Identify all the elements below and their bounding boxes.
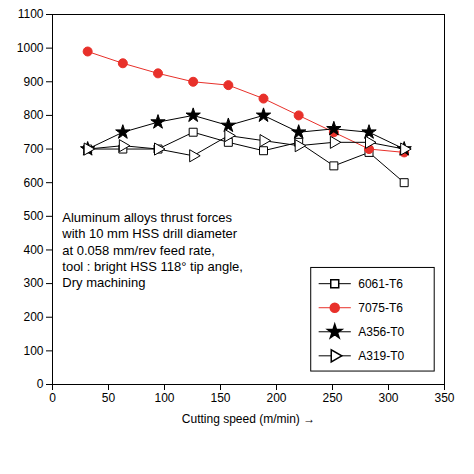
svg-text:300: 300 bbox=[23, 276, 43, 290]
svg-text:Aluminum alloys thrust forcesw: Aluminum alloys thrust forceswith 10 mm … bbox=[61, 210, 243, 290]
svg-text:400: 400 bbox=[23, 243, 43, 257]
svg-text:0: 0 bbox=[49, 391, 56, 405]
svg-text:1100: 1100 bbox=[18, 7, 44, 21]
svg-text:200: 200 bbox=[266, 391, 286, 405]
svg-text:100: 100 bbox=[23, 344, 43, 358]
svg-text:A319-T0: A319-T0 bbox=[358, 349, 404, 363]
svg-text:900: 900 bbox=[23, 75, 43, 89]
svg-text:500: 500 bbox=[23, 209, 43, 223]
svg-text:800: 800 bbox=[23, 108, 43, 122]
svg-text:150: 150 bbox=[210, 391, 230, 405]
svg-text:1000: 1000 bbox=[17, 41, 44, 55]
svg-text:Cutting speed (m/min) →: Cutting speed (m/min) → bbox=[182, 412, 315, 426]
svg-text:7075-T6: 7075-T6 bbox=[358, 301, 403, 315]
svg-text:A356-T0: A356-T0 bbox=[358, 325, 404, 339]
svg-text:700: 700 bbox=[23, 142, 43, 156]
svg-text:50: 50 bbox=[102, 391, 116, 405]
svg-text:350: 350 bbox=[434, 391, 454, 405]
svg-text:300: 300 bbox=[378, 391, 398, 405]
svg-text:250: 250 bbox=[322, 391, 342, 405]
svg-text:600: 600 bbox=[23, 176, 43, 190]
svg-text:0: 0 bbox=[37, 377, 44, 391]
svg-text:100: 100 bbox=[154, 391, 174, 405]
svg-text:6061-T6: 6061-T6 bbox=[358, 277, 403, 291]
svg-text:200: 200 bbox=[23, 310, 43, 324]
